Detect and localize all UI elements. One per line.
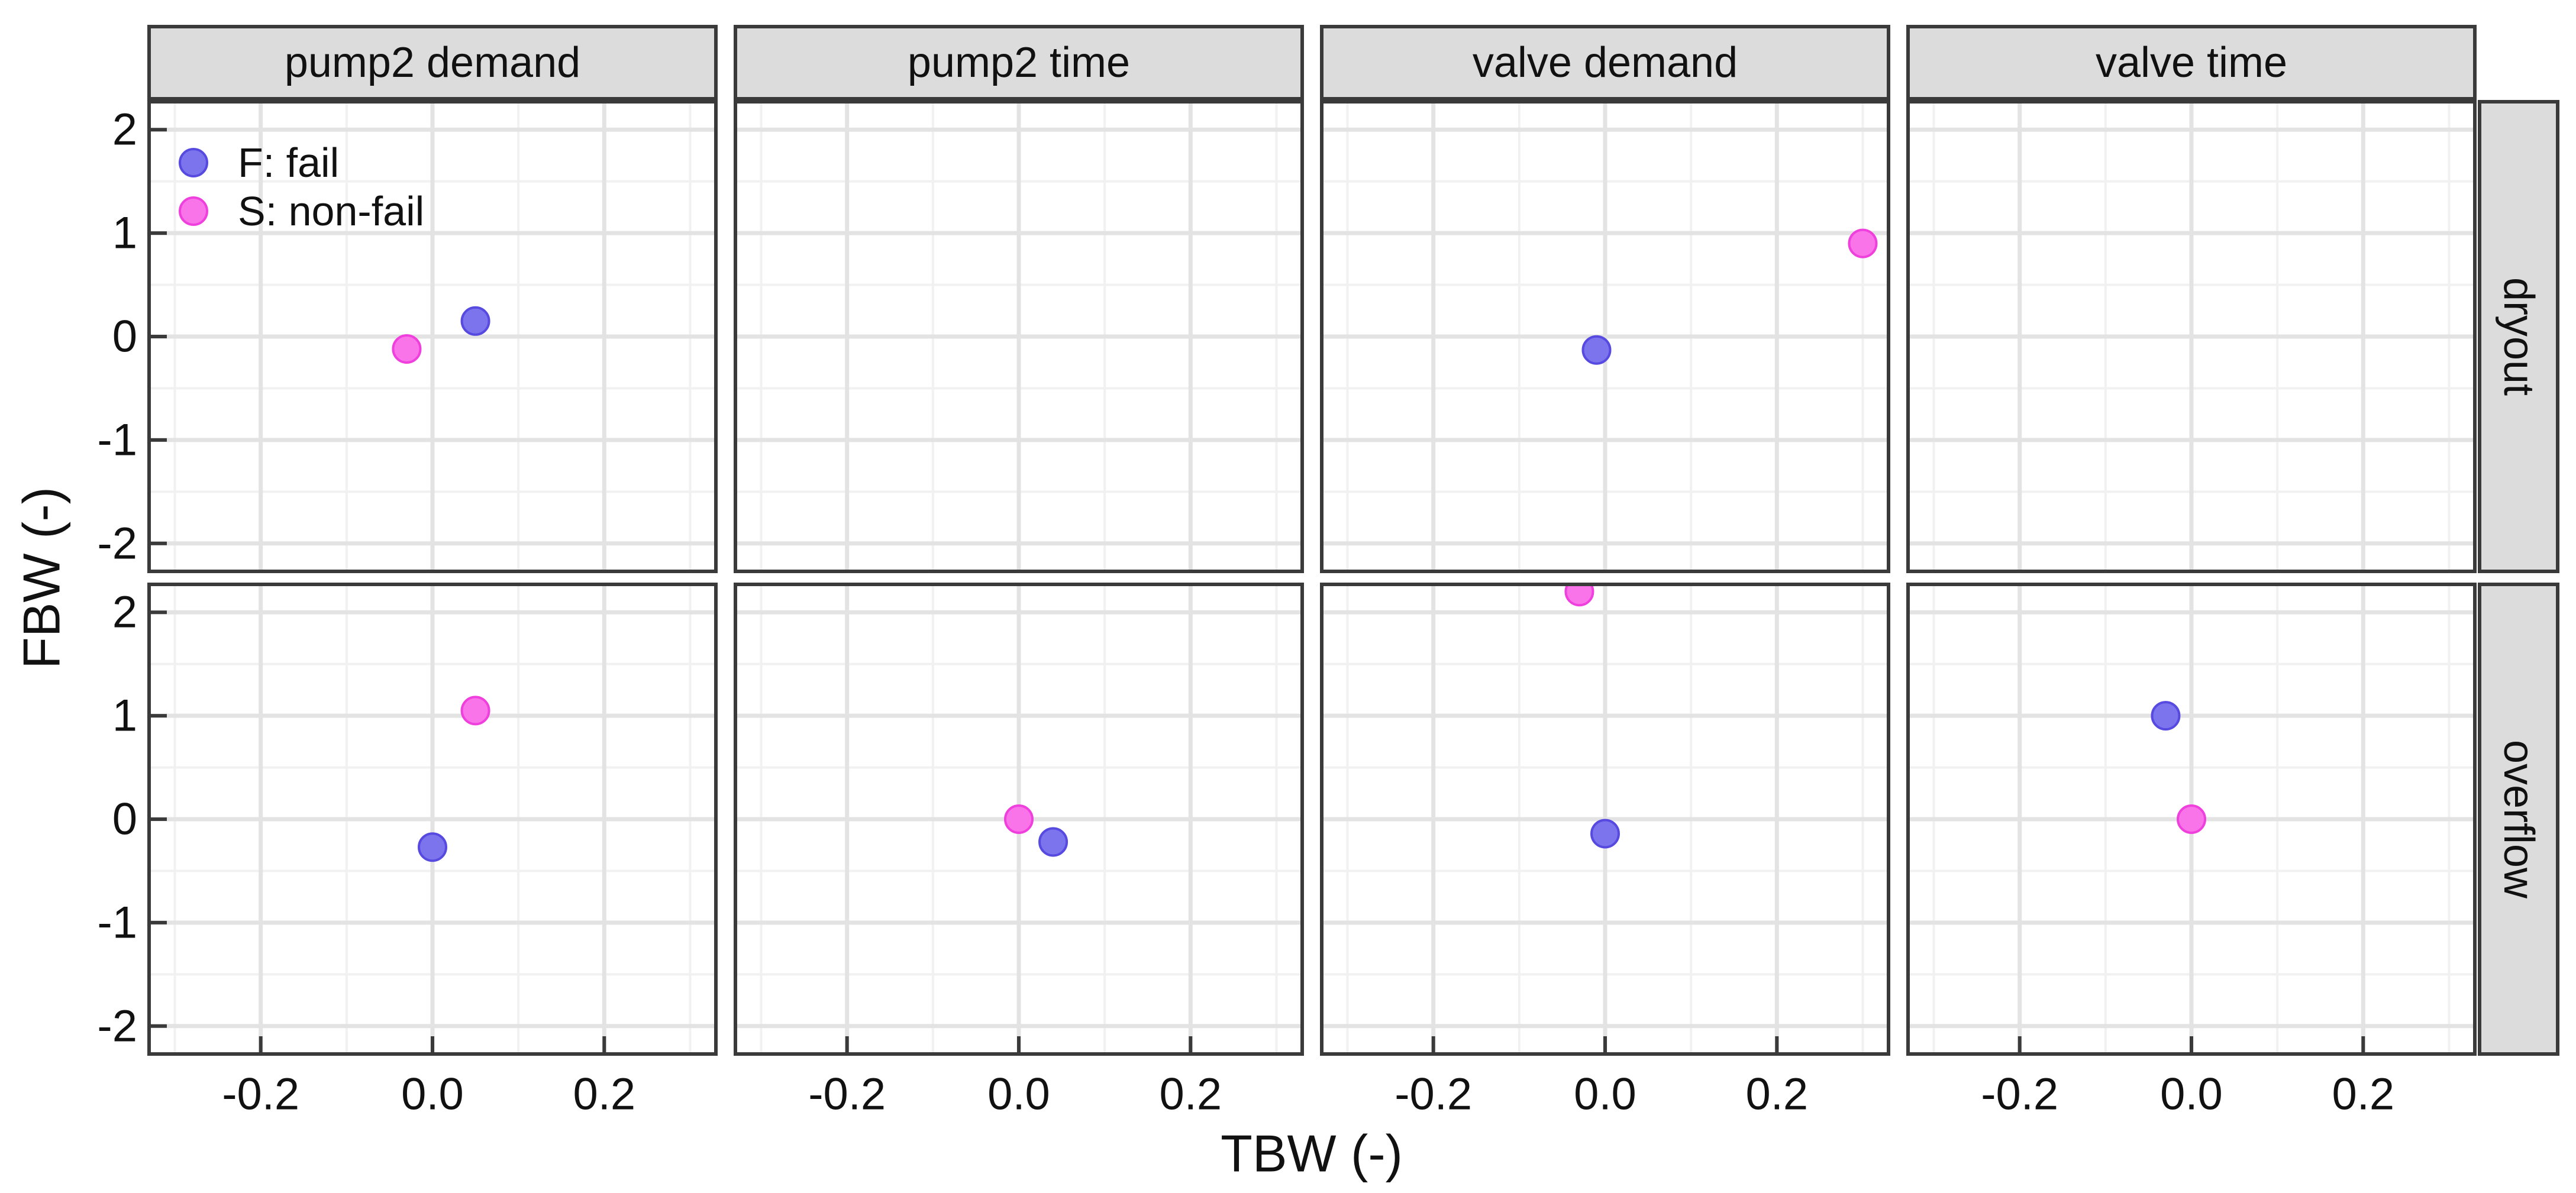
data-point-f-overflow-pump2 time [1038, 827, 1069, 857]
data-point-f-overflow-valve time [2151, 701, 2181, 731]
y-tick-label: -1 [97, 415, 137, 465]
col-strip-label-pump2-time: pump2 time [908, 39, 1130, 86]
col-strip-label-valve-demand: valve demand [1473, 39, 1738, 86]
data-point-s-dryout-valve demand [1848, 228, 1878, 258]
row-strip-label-overflow: overflow [2495, 740, 2542, 899]
x-tick-label: -0.2 [1394, 1069, 1472, 1120]
row-strip-overflow [2478, 583, 2559, 1056]
col-strip-label-pump2-demand: pump2 demand [285, 39, 580, 86]
col-strip-valve-time [1906, 25, 2477, 101]
y-tick-label: 1 [112, 691, 137, 741]
col-strip-valve-demand [1320, 25, 1890, 101]
legend-key-icon-fail [179, 148, 208, 177]
panel-border-overflow-valve demand [1320, 583, 1890, 1056]
data-point-f-dryout-pump2 demand [460, 306, 490, 336]
data-point-f-overflow-pump2 demand [418, 832, 447, 862]
y-tick-label: 2 [112, 105, 137, 155]
x-tick-label: 0.0 [401, 1069, 464, 1120]
x-tick-label: -0.2 [1981, 1069, 2058, 1120]
legend-label-non-fail: S: non-fail [238, 188, 424, 234]
legend-key-icon-non-fail [179, 196, 208, 226]
x-tick-label: 0.0 [1574, 1069, 1636, 1120]
col-strip-label-valve-time: valve time [2096, 39, 2287, 86]
data-point-f-dryout-valve demand [1581, 335, 1612, 365]
panel-border-overflow-pump2 demand [147, 583, 718, 1056]
row-strip-dryout [2478, 100, 2559, 573]
panel-border-dryout-pump2 time [734, 100, 1304, 573]
y-tick-label: 2 [112, 587, 137, 638]
y-tick-label: 0 [112, 312, 137, 362]
x-tick-label: -0.2 [222, 1069, 299, 1120]
x-tick-label: 0.0 [2160, 1069, 2223, 1120]
x-tick-label: -0.2 [808, 1069, 886, 1120]
data-point-s-overflow-pump2 time [1004, 804, 1034, 834]
x-tick-label: 0.2 [1745, 1069, 1808, 1120]
x-tick-label: 0.2 [1159, 1069, 1222, 1120]
row-strip-label-dryout: dryout [2495, 277, 2542, 396]
col-strip-pump2-time [734, 25, 1304, 101]
data-point-s-overflow-valve time [2177, 804, 2206, 834]
y-tick-label: 1 [112, 208, 137, 258]
panel-border-dryout-valve demand [1320, 100, 1890, 573]
y-tick-label: -2 [97, 1001, 137, 1051]
y-axis-title: FBW (-) [12, 487, 71, 669]
panel-border-dryout-pump2 demand [147, 100, 718, 573]
x-tick-label: 0.2 [573, 1069, 635, 1120]
data-point-s-dryout-pump2 demand [392, 334, 422, 364]
panel-border-dryout-valve time [1906, 100, 2477, 573]
x-tick-label: 0.0 [987, 1069, 1050, 1120]
data-point-f-overflow-valve demand [1590, 819, 1620, 849]
panel-border-overflow-pump2 time [734, 583, 1304, 1056]
y-tick-label: -1 [97, 897, 137, 948]
legend-label-fail: F: fail [238, 140, 339, 186]
y-tick-label: -2 [97, 518, 137, 568]
x-axis-title: TBW (-) [1221, 1124, 1403, 1183]
x-tick-label: 0.2 [2332, 1069, 2394, 1120]
data-point-s-overflow-pump2 demand [460, 696, 490, 726]
y-tick-label: 0 [112, 794, 137, 845]
panel-border-overflow-valve time [1906, 583, 2477, 1056]
col-strip-pump2-demand [147, 25, 718, 101]
data-point-s-overflow-valve demand [1564, 584, 1594, 607]
